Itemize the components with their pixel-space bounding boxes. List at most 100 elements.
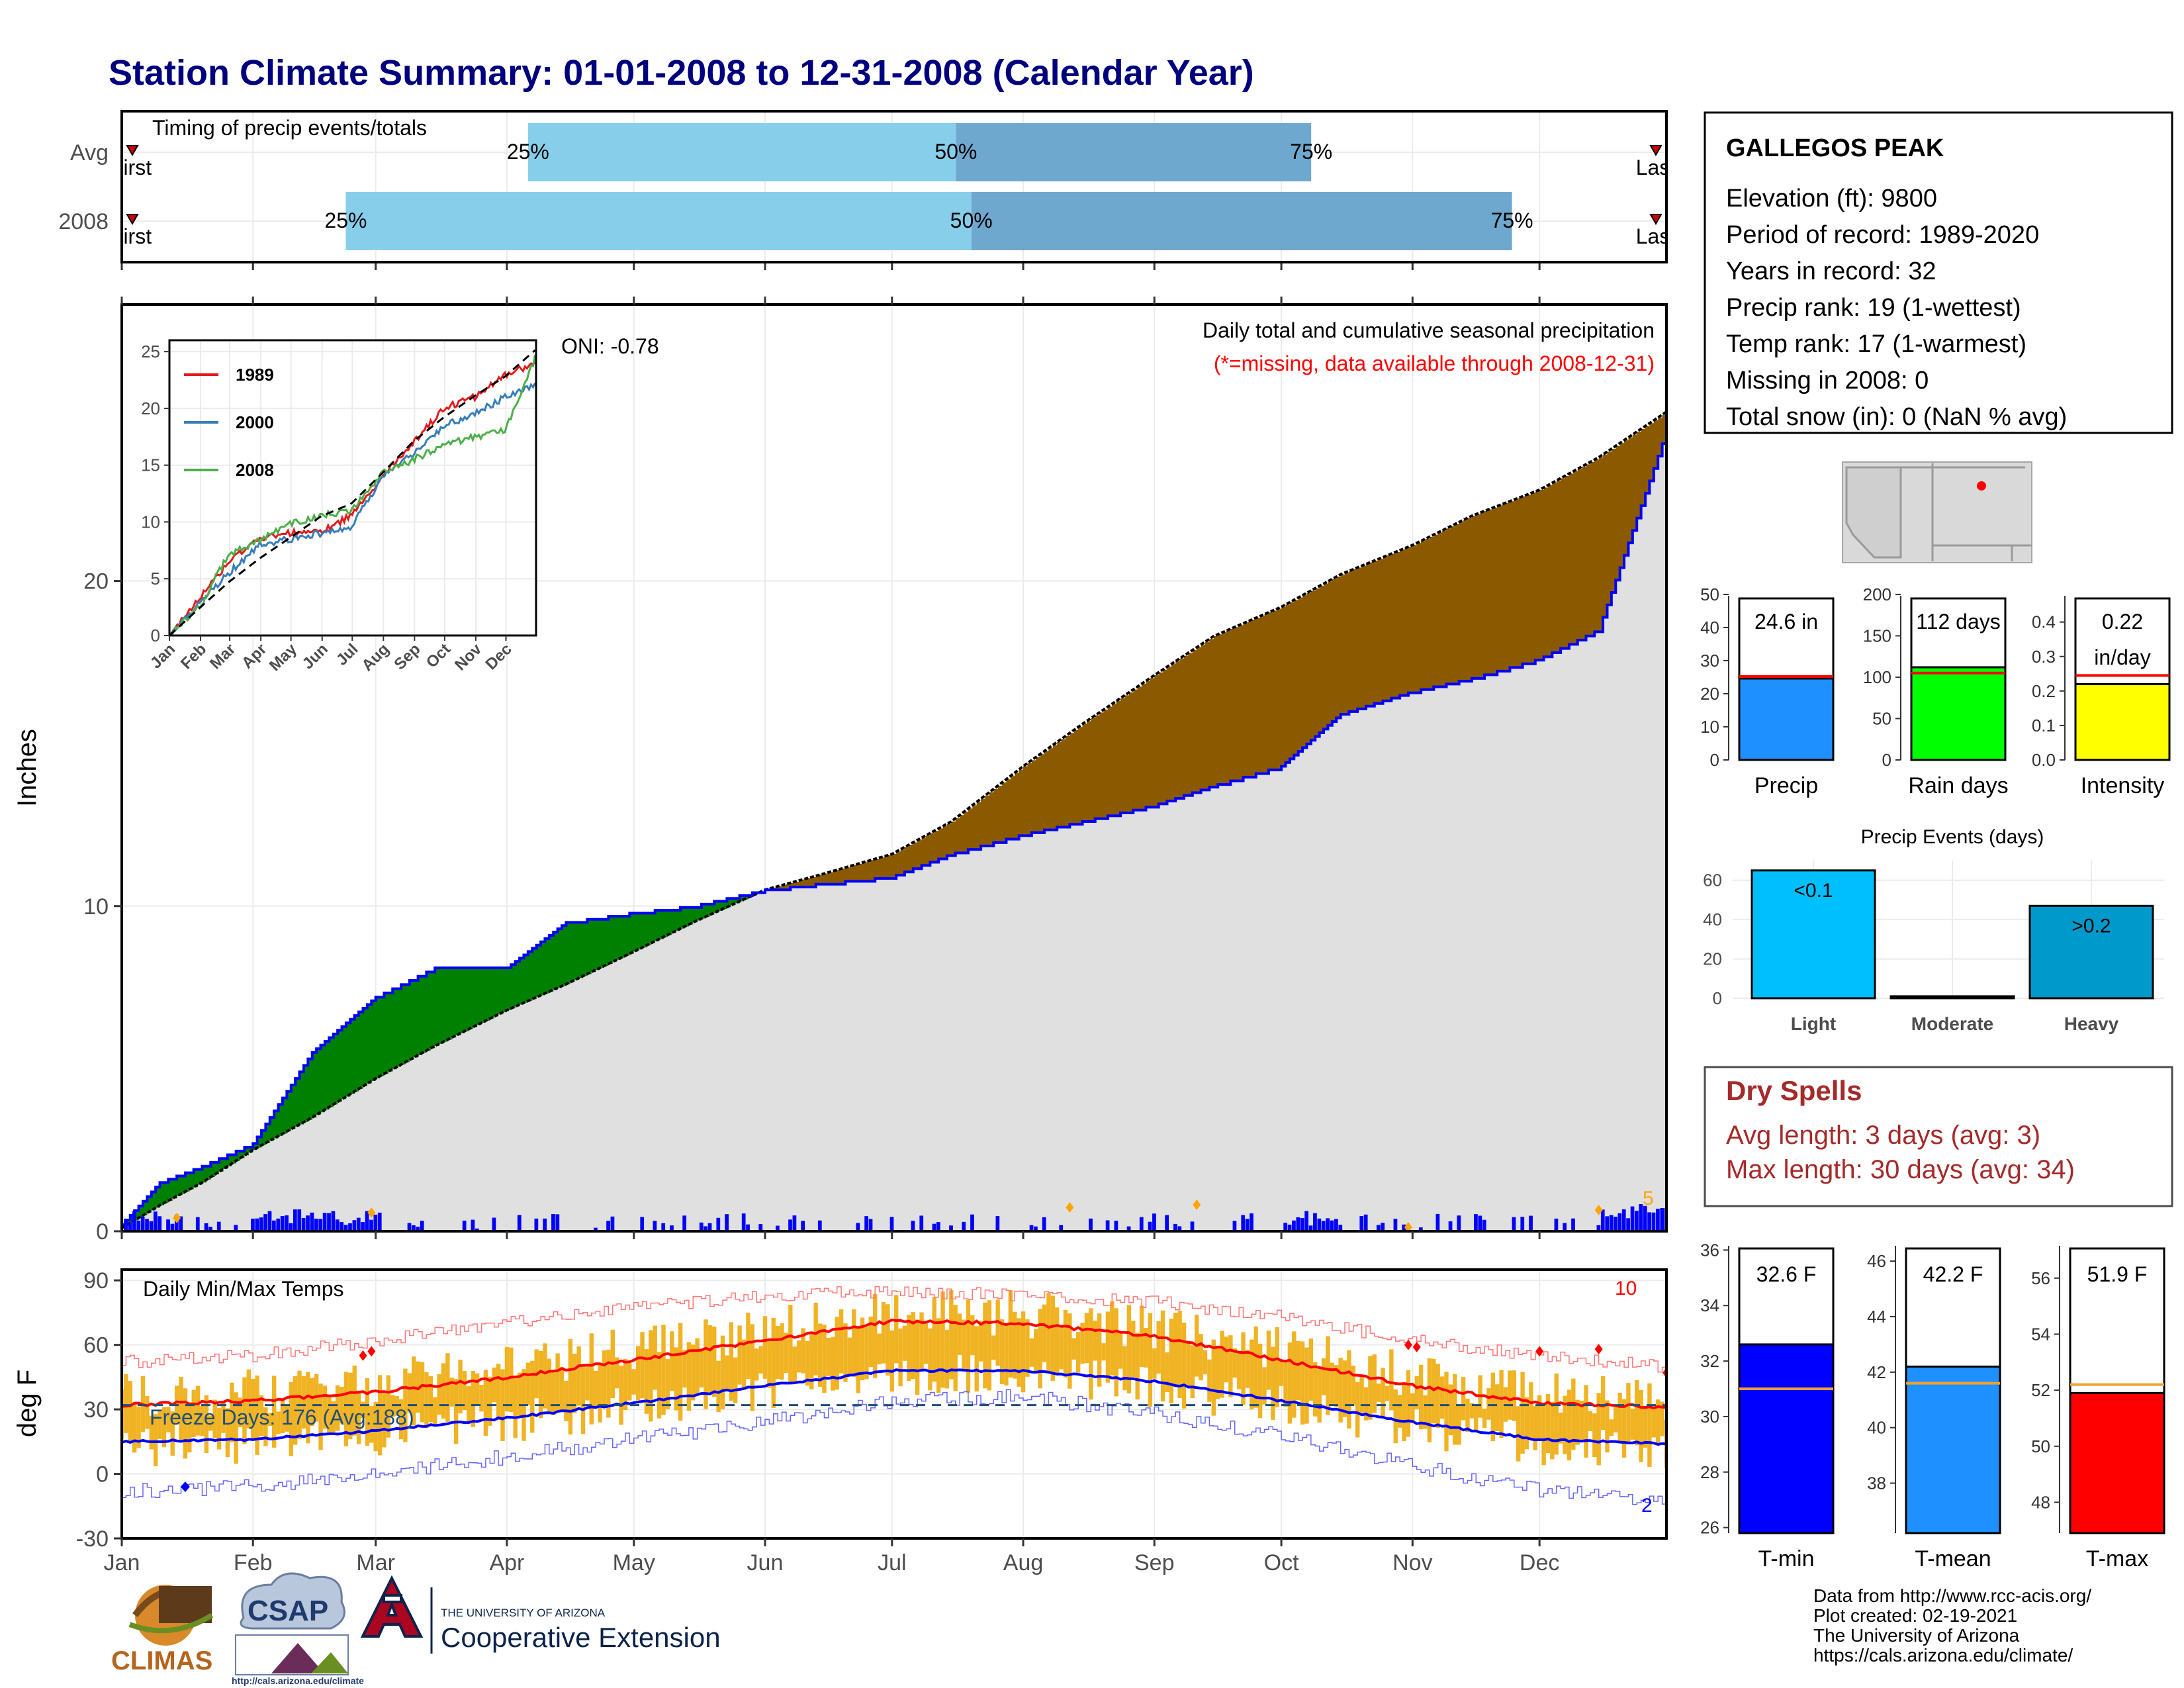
daily-temp-bar	[1097, 1313, 1102, 1387]
daily-temp-bar	[382, 1393, 387, 1448]
daily-precip-bar	[136, 1221, 141, 1231]
daily-precip-bar	[1393, 1219, 1398, 1231]
daily-precip-bar	[267, 1211, 272, 1231]
daily-temp-bar	[1524, 1397, 1529, 1450]
daily-temp-bar	[225, 1408, 230, 1457]
daily-temp-bar	[407, 1373, 412, 1413]
daily-precip-bar	[1478, 1215, 1482, 1231]
daily-temp-bar	[547, 1358, 552, 1412]
daily-precip-bar	[1114, 1221, 1118, 1231]
daily-temp-bar	[161, 1407, 167, 1448]
daily-temp-bar	[471, 1371, 475, 1427]
daily-temp-bar	[1287, 1342, 1293, 1424]
daily-precip-bar	[322, 1213, 327, 1231]
daily-temp-bar	[314, 1374, 319, 1422]
daily-temp-bar	[310, 1378, 314, 1427]
daily-temp-bar	[1469, 1403, 1475, 1419]
inset-y-tick-label: 25	[141, 342, 160, 361]
freeze-days-label: Freeze Days: 176 (Avg:188)	[150, 1405, 414, 1429]
daily-temp-bar	[1397, 1395, 1402, 1428]
precip-panel: 0 10 20 Inches Daily total and cumulative …	[13, 297, 1668, 1244]
timing-label-50: 50%	[934, 140, 977, 164]
daily-temp-bar	[1131, 1321, 1136, 1378]
timing-label-75: 75%	[1290, 140, 1332, 164]
timing-label-50: 50%	[950, 209, 993, 232]
daily-temp-bar	[928, 1328, 933, 1391]
daily-temp-bar	[1292, 1331, 1297, 1418]
daily-temp-bar	[251, 1378, 255, 1440]
daily-temp-bar	[995, 1299, 1000, 1366]
daily-precip-bar	[741, 1213, 746, 1231]
daily-temp-bar	[847, 1337, 852, 1376]
daily-temp-bar	[707, 1325, 713, 1393]
temp-stat-value-label: 51.9 F	[2087, 1262, 2148, 1286]
daily-temp-bar	[657, 1352, 662, 1419]
daily-precip-bar	[868, 1219, 873, 1231]
daily-temp-bar	[1512, 1370, 1516, 1421]
daily-temp-bar	[716, 1360, 721, 1413]
daily-precip-bar	[1126, 1226, 1131, 1231]
csap-logo-text: CSAP	[248, 1595, 328, 1627]
events-bar-label: <0.1	[1794, 880, 1833, 902]
month-tick-label: Aug	[1003, 1550, 1044, 1575]
daily-temp-bar	[1055, 1307, 1060, 1376]
daily-temp-bar	[1080, 1323, 1085, 1364]
daily-temp-bar	[149, 1415, 154, 1450]
daily-temp-bar	[1034, 1329, 1038, 1372]
daily-temp-bar	[1084, 1313, 1089, 1364]
stat-bar-y-tick-label: 100	[1863, 667, 1891, 687]
daily-temp-bar	[322, 1385, 328, 1429]
inset-y-tick-label: 20	[141, 399, 160, 418]
temp-cold-count: 2	[1641, 1495, 1653, 1517]
daily-temp-bar	[1639, 1389, 1643, 1462]
daily-temp-bar	[525, 1362, 531, 1406]
station-info-box: GALLEGOS PEAK Elevation (ft): 9800 Perio…	[1704, 111, 2173, 434]
daily-temp-bar	[437, 1374, 441, 1415]
daily-temp-bar	[936, 1318, 941, 1393]
daily-temp-bar	[771, 1317, 776, 1408]
station-name: GALLEGOS PEAK	[1726, 134, 1944, 162]
daily-precip-bar	[145, 1219, 149, 1231]
daily-precip-bar	[348, 1223, 352, 1231]
daily-temp-bar	[1330, 1362, 1335, 1406]
daily-precip-bar	[801, 1221, 805, 1231]
inset-legend-label: 2008	[236, 460, 274, 480]
daily-precip-bar	[280, 1215, 285, 1231]
daily-temp-bar	[1215, 1347, 1220, 1399]
month-tick-label: Jan	[104, 1550, 140, 1575]
daily-precip-bar	[1617, 1213, 1622, 1231]
daily-temp-bar	[1359, 1376, 1364, 1413]
daily-precip-bar	[170, 1223, 175, 1231]
stat-bar-label: Rain days	[1908, 773, 2008, 798]
record-min-temp-line	[122, 1389, 1666, 1505]
daily-precip-bar	[1482, 1219, 1486, 1231]
daily-temp-bar	[1474, 1405, 1479, 1431]
daily-temp-bar	[999, 1319, 1005, 1385]
daily-temp-bar	[1389, 1349, 1394, 1411]
daily-temp-bar	[1537, 1395, 1542, 1440]
daily-temp-bar	[1605, 1400, 1610, 1453]
daily-precip-bar	[475, 1228, 479, 1231]
daily-temp-bar	[589, 1333, 594, 1425]
daily-temp-bar	[1414, 1376, 1419, 1409]
daily-temp-bar	[704, 1319, 708, 1409]
daily-temp-bar	[1427, 1358, 1432, 1442]
daily-precip-bar	[919, 1215, 924, 1231]
inset-x-tick-label: Oct	[423, 640, 454, 671]
daily-temp-bar	[1609, 1419, 1614, 1436]
daily-temp-bar	[1186, 1341, 1191, 1386]
daily-temp-bar	[1101, 1343, 1106, 1361]
daily-precip-bar	[970, 1214, 974, 1231]
daily-temp-bar	[234, 1392, 238, 1464]
daily-temp-bar	[1025, 1319, 1030, 1377]
precip-events-chart: Precip Events (days) 0 20 40 60 <0.1 Light Mode…	[1703, 826, 2164, 1034]
last-event-label: Last	[1636, 156, 1676, 179]
avg-max-temp-line	[122, 1318, 1666, 1409]
daily-temp-bar	[758, 1346, 763, 1374]
daily-temp-bar	[1093, 1320, 1097, 1361]
daily-temp-bar	[377, 1375, 383, 1456]
temp-stat-value-label: 42.2 F	[1923, 1262, 1983, 1286]
temp-y-tick-label: 90	[83, 1268, 109, 1293]
daily-temp-bar	[1317, 1369, 1322, 1423]
daily-temp-bar	[1368, 1356, 1373, 1420]
